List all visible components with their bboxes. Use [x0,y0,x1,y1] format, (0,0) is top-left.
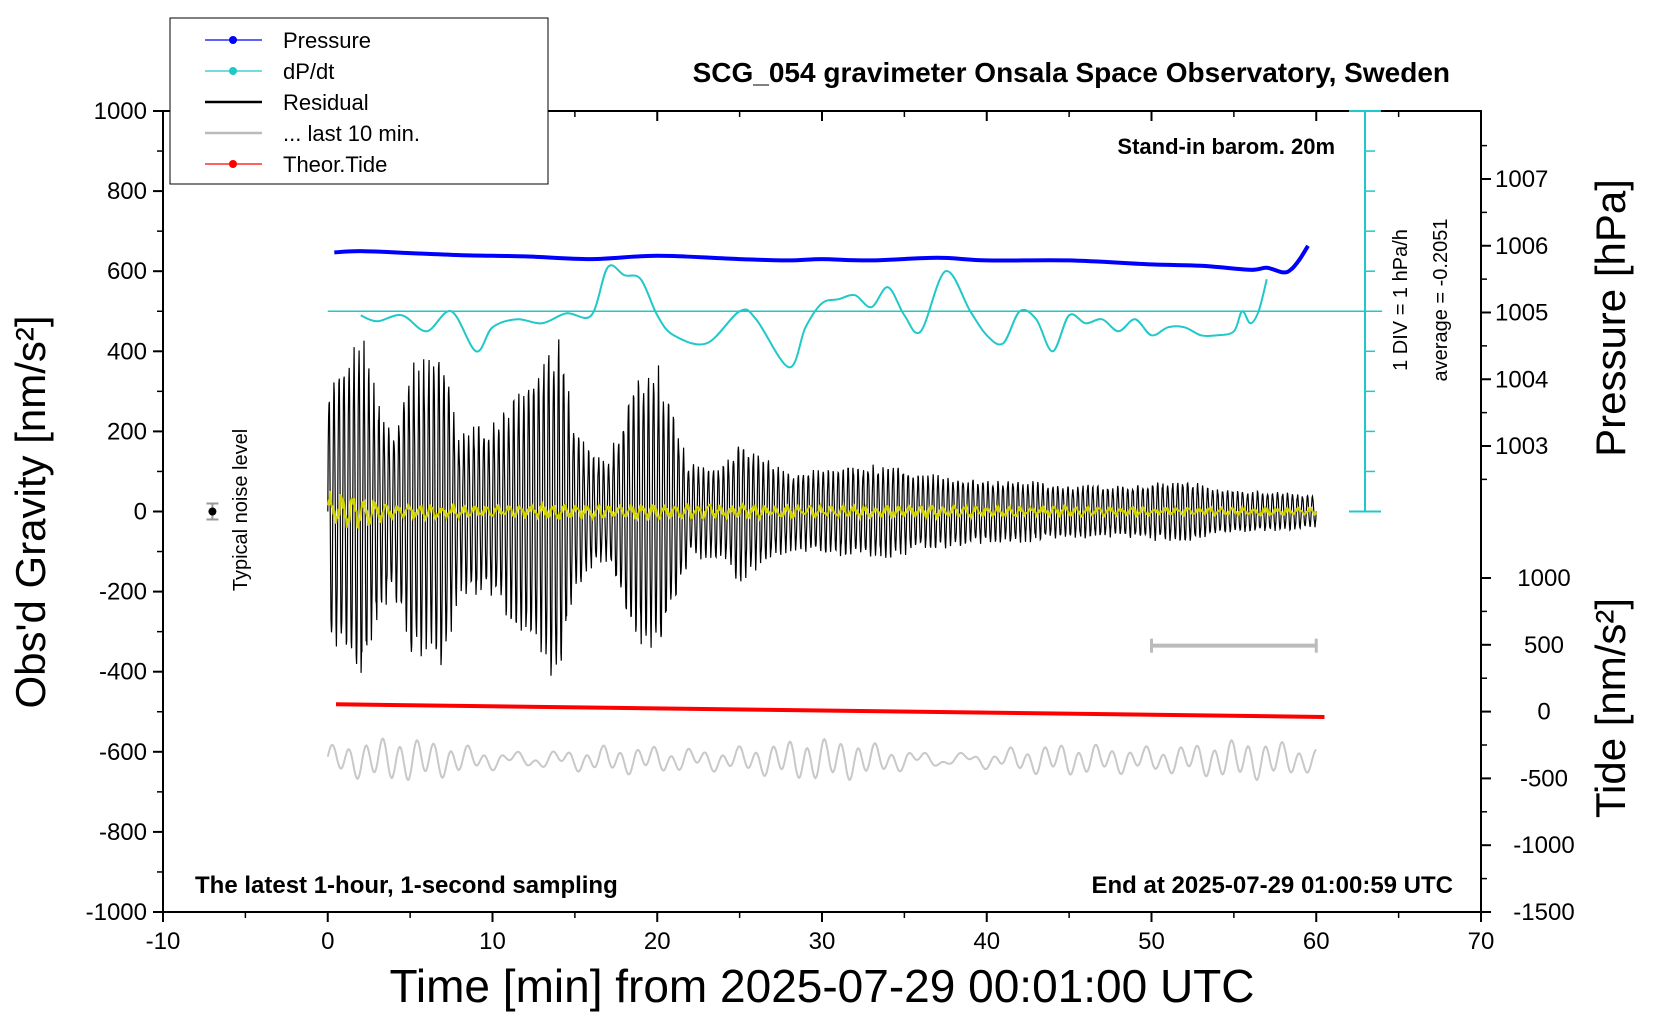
x-tick-label: 10 [479,928,506,955]
y-axis-pressure: 1007 1006 1005 1004 1003 [1481,144,1548,481]
tide-tick-label: -500 [1520,765,1568,792]
pressure-tick-label: 1005 [1495,300,1548,327]
y-tick-label: 1000 [94,98,147,125]
chart-title: SCG_054 gravimeter Onsala Space Observat… [693,57,1450,88]
x-tick-label: 70 [1468,928,1495,955]
tide-tick-label: 0 [1537,699,1550,726]
legend-label: Residual [283,90,369,115]
y-tick-label: -800 [99,819,147,846]
x-axis: -10 0 10 20 30 40 50 60 70 [146,111,1495,955]
pressure-tick-label: 1004 [1495,366,1548,393]
pressure-tick-label: 1006 [1495,233,1548,260]
legend-label: dP/dt [283,59,334,84]
legend-swatch-dot [229,67,237,75]
annotation-average: average = -0.2051 [1430,219,1452,382]
y-tick-label: 200 [107,418,147,445]
x-tick-label: -10 [146,928,181,955]
y-axis-tide: 1000 500 0 -500 -1000 -1500 [1481,565,1575,926]
y-tick-label: 0 [134,499,147,526]
y-tick-label: -1000 [86,899,147,926]
tide-tick-label: -1500 [1513,899,1574,926]
noise-marker-dot [208,507,217,516]
series-last10-waveform [326,737,1317,782]
legend-label: Pressure [283,28,371,53]
annotation-bottom-left: The latest 1-hour, 1-second sampling [195,872,618,899]
x-axis-label: Time [min] from 2025-07-29 00:01:00 UTC [390,960,1255,1012]
series-theor-tide [335,702,1325,719]
series-residual-smoothed [326,490,1318,530]
annotation-div: 1 DIV = 1 hPa/h [1390,229,1412,371]
y-axis-label-tide: Tide [nm/s²] [1587,598,1634,818]
y-tick-label: 400 [107,338,147,365]
y-axis-gravity: 1000 800 600 400 200 0 -200 -400 -600 -800 -1000 [86,98,163,926]
legend-label: Theor.Tide [283,152,387,177]
series-dpdt [360,264,1268,369]
legend: Pressure dP/dt Residual ... last 10 min. The… [169,17,549,185]
annotation-bottom-right: End at 2025-07-29 01:00:59 UTC [1092,872,1454,899]
y-tick-label: -400 [99,659,147,686]
annotation-barometer: Stand-in barom. 20m [1117,134,1335,159]
y-tick-label: -200 [99,579,147,606]
tide-tick-label: -1000 [1513,832,1574,859]
x-tick-label: 60 [1303,928,1330,955]
legend-label: ... last 10 min. [283,121,420,146]
y-tick-label: 800 [107,178,147,205]
x-tick-label: 40 [973,928,1000,955]
annotation-noise: Typical noise level [230,429,252,591]
x-tick-label: 30 [809,928,836,955]
series-pressure [334,244,1310,275]
legend-swatch-dot [229,160,237,168]
pressure-tick-label: 1007 [1495,166,1548,193]
x-tick-label: 0 [321,928,334,955]
tide-tick-label: 500 [1524,632,1564,659]
y-axis-label-pressure: Pressure [hPa] [1587,179,1634,457]
dpdt-scale-bar [1349,110,1381,513]
legend-swatch-dot [229,36,237,44]
series-layer [206,244,1383,782]
x-tick-label: 50 [1138,928,1165,955]
x-tick-label: 20 [644,928,671,955]
y-tick-label: 600 [107,258,147,285]
y-tick-label: -600 [99,739,147,766]
pressure-tick-label: 1003 [1495,433,1548,460]
y-axis-label-gravity: Obs'd Gravity [nm/s²] [7,315,54,708]
tide-tick-label: 1000 [1517,565,1570,592]
